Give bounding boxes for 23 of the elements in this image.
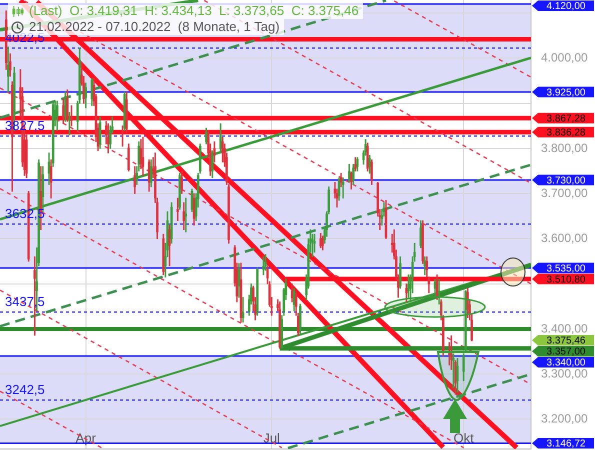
text: 21.02.2022 - 07.10.2022 (8 Monate, 1 Tag) [29, 19, 280, 34]
y-tick-label: 3.700,00 [541, 186, 588, 200]
ref-line-label: 3.730,00 [546, 175, 586, 186]
chart-title: (Last) O: 3.419,31 H: 3.434,13 L: 3.373,65 C: 3.375,46 [29, 3, 359, 19]
y-tick-label: 3.400,00 [541, 321, 588, 336]
series-label: 3.357,00 [546, 346, 586, 358]
ref-line-label: 3.836,28 [546, 127, 586, 138]
y-tick-label: 3.300,00 [541, 366, 588, 380]
ref-line-label: 4.120,00 [546, 1, 586, 12]
x-tick-label: Okt [453, 430, 474, 446]
ref-line-label: 3.925,00 [546, 87, 586, 98]
ref-line-label: 3.340,00 [546, 357, 586, 368]
ref-line-label: 3.535,00 [546, 263, 586, 274]
x-tick-label: Jul [263, 430, 280, 446]
ref-line-label: 3.867,28 [546, 113, 586, 124]
ref-line-label: 3.146,72 [546, 438, 586, 450]
y-tick-label: 3.200,00 [541, 412, 588, 426]
text: 3.375,46 [546, 335, 586, 346]
y-tick-label: 3.600,00 [541, 231, 588, 246]
y-tick-label: 3.800,00 [541, 140, 588, 155]
ref-line-label: 3242,5 [5, 382, 45, 398]
y-tick-label: 4.000,00 [541, 50, 588, 65]
series-label: 3.510,80 [546, 274, 586, 286]
